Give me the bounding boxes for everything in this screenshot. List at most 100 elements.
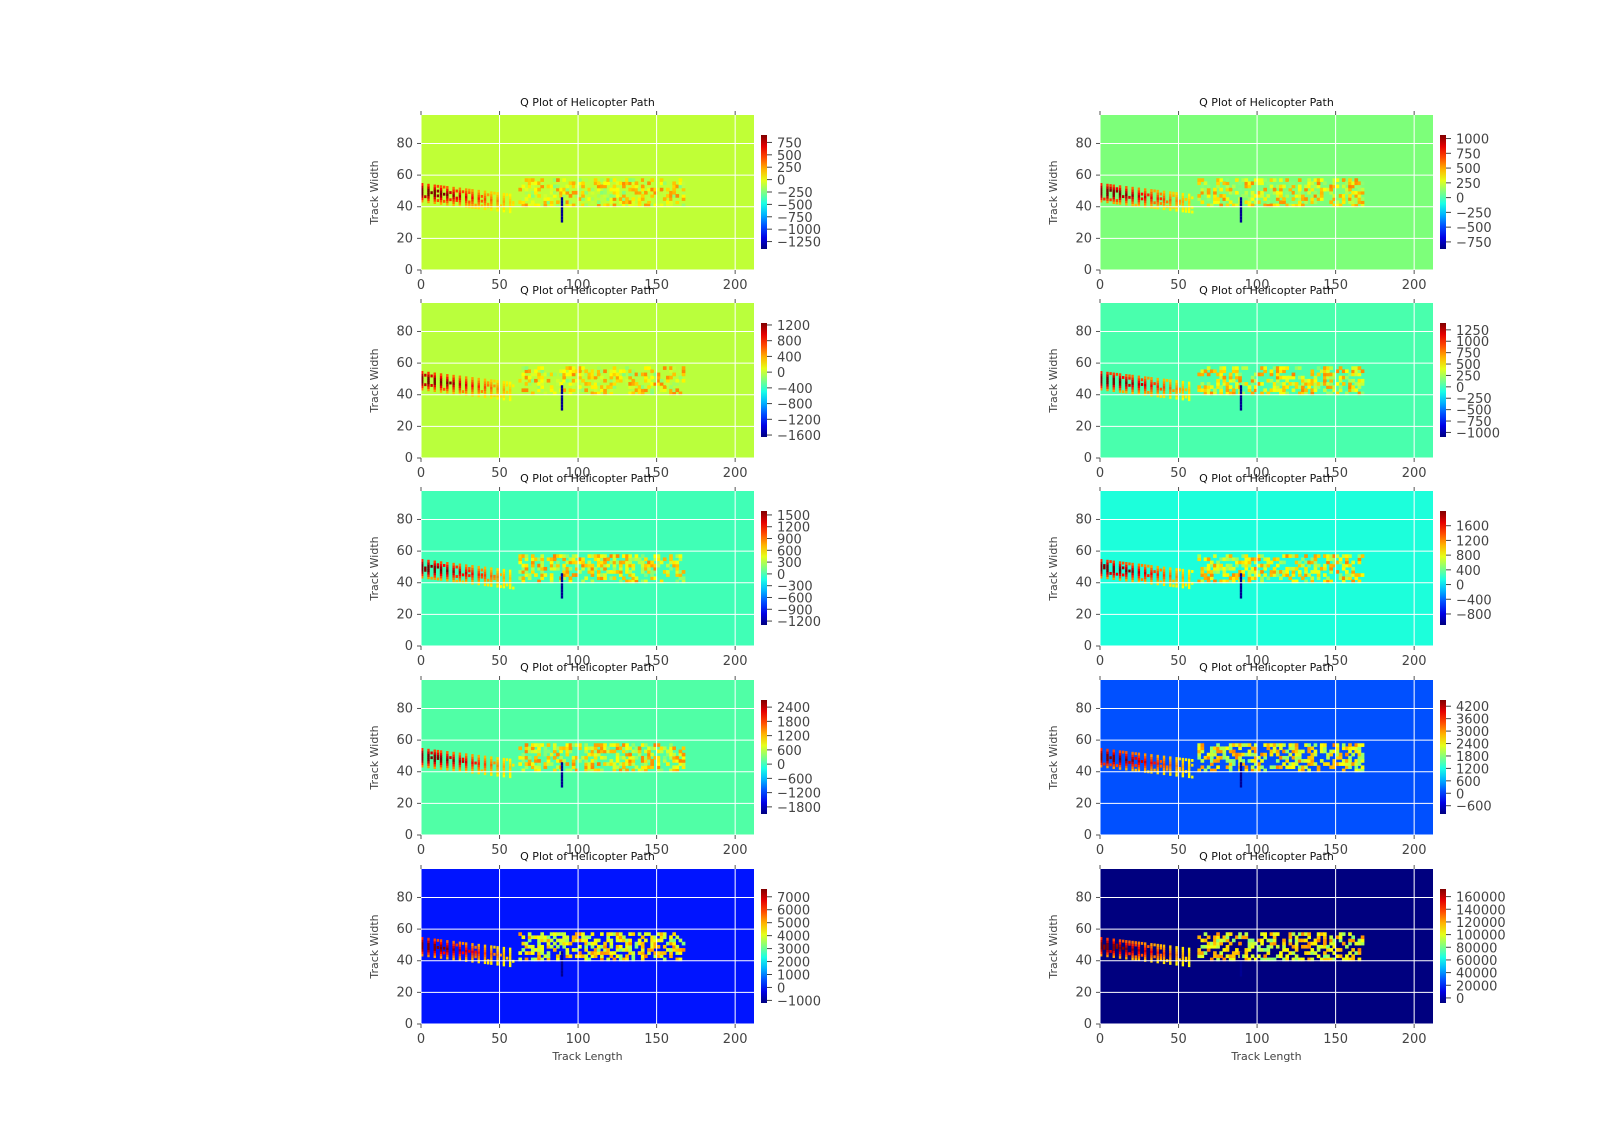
heatmap-cell (650, 765, 654, 770)
heatmap-cell (1304, 197, 1308, 201)
heatmap-cell (1106, 371, 1109, 375)
heatmap-cell (502, 575, 506, 579)
heatmap-cell (625, 759, 629, 763)
heatmap-cell (609, 759, 614, 763)
heatmap-cell (1263, 388, 1267, 393)
heatmap-cell (424, 566, 427, 570)
heatmap-cell (1181, 195, 1185, 199)
heatmap-cell (637, 372, 642, 377)
heatmap-cell (452, 203, 455, 207)
heatmap-cell (530, 951, 535, 955)
heatmap-cell (590, 768, 595, 773)
heatmap-cell (1100, 373, 1103, 377)
heatmap-cell (1239, 404, 1243, 408)
heatmap-cell (1228, 566, 1233, 571)
heatmap-cell (1172, 191, 1175, 195)
heatmap-cell (1235, 755, 1239, 760)
heatmap-cell (618, 570, 623, 574)
heatmap-cell (1338, 388, 1343, 393)
heatmap-cell (452, 758, 455, 762)
heatmap-cell (421, 757, 424, 761)
heatmap-cell (1169, 772, 1172, 776)
heatmap-cell (1181, 961, 1185, 964)
y-axis-label: Track Width (368, 536, 381, 601)
heatmap-cell (537, 372, 541, 377)
heatmap-cell (530, 765, 535, 770)
heatmap-cell (1304, 944, 1308, 949)
heatmap-cell (1213, 554, 1217, 558)
heatmap-cell (1260, 554, 1264, 558)
heatmap-cell (477, 960, 480, 964)
heatmap-cell (1250, 197, 1255, 201)
heatmap-cell (480, 573, 484, 577)
heatmap-cell (1106, 753, 1109, 757)
heatmap-cell (678, 752, 683, 757)
heatmap-cell (1219, 391, 1224, 396)
y-tick-label: 60 (396, 922, 413, 937)
heatmap-cell (534, 743, 538, 747)
heatmap-cell (471, 196, 474, 200)
heatmap-cell (1360, 743, 1365, 747)
heatmap-cell (615, 375, 620, 380)
heatmap-cell (675, 563, 680, 568)
heatmap-cell (1156, 199, 1159, 203)
heatmap-cell (524, 375, 529, 380)
heatmap-cell (1118, 378, 1122, 381)
heatmap-cell (631, 932, 636, 936)
heatmap-cell (640, 385, 645, 389)
heatmap-cell (490, 961, 493, 965)
heatmap-cell (1125, 760, 1128, 764)
heatmap-cell (1206, 190, 1211, 195)
heatmap-cell (540, 385, 545, 389)
heatmap-cell (1253, 181, 1258, 186)
heatmap-cell (1257, 382, 1261, 386)
x-tick-label: 150 (1323, 654, 1348, 669)
heatmap-cell (1332, 184, 1337, 189)
heatmap-cell (1351, 570, 1355, 574)
heatmap-cell (1137, 953, 1141, 957)
heatmap-cell (568, 954, 573, 959)
heatmap-cell (1275, 570, 1280, 574)
heatmap-cell (530, 560, 535, 565)
heatmap-cell (603, 181, 607, 186)
heatmap-cell (681, 187, 686, 192)
heatmap-cell (1291, 181, 1296, 186)
heatmap-cell (1128, 562, 1131, 566)
heatmap-cell (433, 749, 436, 753)
heatmap-cell (512, 959, 515, 963)
heatmap-cell (1187, 210, 1191, 214)
heatmap-cell (1137, 382, 1141, 386)
heatmap-cell (1162, 949, 1166, 953)
heatmap-cell (1143, 767, 1147, 771)
heatmap-cell (1200, 938, 1205, 943)
heatmap-cell (1247, 557, 1252, 562)
heatmap-cell (1307, 755, 1311, 760)
heatmap-cell (634, 944, 639, 949)
heatmap-cell (1156, 769, 1159, 772)
heatmap-cell (496, 396, 499, 400)
heatmap-cell (1175, 582, 1178, 586)
heatmap-cell (1288, 382, 1293, 386)
heatmap-cell (1291, 382, 1296, 386)
heatmap-cell (609, 203, 614, 208)
heatmap-cell (1197, 954, 1202, 959)
heatmap-cell (1304, 382, 1308, 386)
heatmap-cell (1213, 579, 1217, 584)
heatmap-cell (1162, 571, 1166, 575)
heatmap-cell (549, 932, 554, 936)
heatmap-cell (1239, 589, 1243, 593)
heatmap-cell (571, 573, 576, 577)
heatmap-cell (596, 382, 601, 386)
heatmap-cell (625, 570, 629, 574)
heatmap-cell (446, 947, 449, 951)
heatmap-cell (644, 932, 648, 936)
heatmap-cell (502, 764, 506, 768)
heatmap-cell (1269, 178, 1274, 182)
heatmap-cell (1206, 579, 1211, 584)
heatmap-cell (653, 378, 658, 383)
heatmap-cell (1128, 374, 1131, 378)
heatmap-cell (574, 382, 579, 386)
heatmap-cell (1187, 395, 1191, 399)
heatmap-cell (1257, 954, 1261, 959)
heatmap-cell (483, 388, 487, 391)
